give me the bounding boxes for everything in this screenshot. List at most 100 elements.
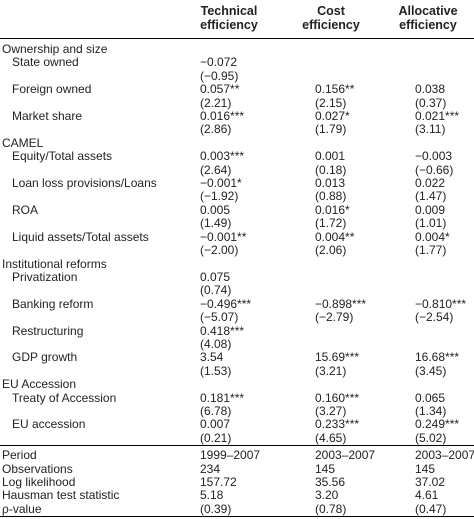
section-title: CAMEL (2, 135, 44, 150)
row-label: Banking reform (12, 296, 94, 311)
footer-label: Observations (2, 461, 73, 476)
se-row: (1.53) (3.21) (3.45) (0, 364, 474, 378)
blank (280, 70, 382, 83)
row-label: Foreign owned (12, 82, 92, 97)
column-header-line: efficiency (302, 18, 360, 32)
t-statistic: (0.88) (315, 189, 347, 204)
section-title: Ownership and size (2, 42, 108, 56)
coefficient: 0.021*** (415, 109, 460, 124)
se-row: (0.74) (0, 283, 474, 297)
se-row: (0.21) (4.65) (5.02) (0, 430, 474, 446)
t-statistic: (2.64) (200, 162, 232, 177)
t-statistic: (2.06) (315, 243, 347, 258)
se-row: (−5.07) (−2.79) (−2.54) (0, 310, 474, 325)
blank (0, 123, 178, 136)
column-header: Cost efficiency (280, 0, 382, 39)
t-statistic: (1.72) (315, 216, 347, 231)
footer-value: 3.20 (315, 488, 339, 503)
t-statistic: (−1.92) (200, 189, 239, 204)
row-label: State owned (12, 55, 79, 70)
value-row: Equity/Total assets 0.003*** 0.001 −0.003 (0, 149, 474, 164)
coefficient: 0.007 (200, 417, 231, 432)
footer-label: Log likelihood (2, 475, 76, 489)
coefficient: 0.057** (200, 82, 240, 97)
footer-label: ρ-value (2, 501, 42, 516)
se-row: (−0.95) (0, 69, 474, 83)
se-row: (4.08) (0, 337, 474, 351)
value-row: GDP growth 3.54 15.69*** 16.68*** (0, 350, 474, 365)
t-statistic: (1.47) (415, 189, 447, 204)
footer-value: 145 (415, 461, 436, 476)
footer-value: 4.61 (415, 488, 439, 503)
blank (280, 271, 382, 284)
coefficient: 0.249*** (415, 417, 460, 432)
column-header-line: Allocative (398, 4, 458, 18)
coefficient: −0.001** (200, 229, 247, 244)
coefficient: 0.004* (415, 229, 450, 244)
t-statistic: (−5.07) (200, 310, 239, 325)
footer-label: Hausman test statistic (2, 488, 120, 503)
t-statistic: (−0.66) (415, 162, 454, 177)
coefficient: 16.68*** (415, 350, 460, 365)
column-header-line: efficiency (399, 18, 457, 32)
coefficient: −0.496*** (200, 296, 252, 311)
coefficient: 0.065 (415, 390, 446, 405)
blank (382, 56, 474, 69)
blank (0, 405, 178, 418)
coefficient: 0.004** (315, 229, 355, 244)
footer-value: 37.02 (415, 475, 446, 489)
coefficient: 0.001 (315, 149, 346, 164)
coefficient: 0.233*** (315, 417, 360, 432)
blank (0, 217, 178, 230)
t-statistic: (2.15) (315, 95, 347, 110)
footer-value: 2003–2007 (280, 445, 382, 463)
t-statistic: (0.21) (200, 430, 232, 445)
row-label: ROA (12, 202, 39, 217)
t-statistic: (6.78) (200, 403, 232, 418)
coefficient: 0.022 (415, 176, 446, 191)
column-header-line: efficiency (200, 18, 258, 32)
blank (0, 365, 178, 378)
t-statistic: (−2.79) (315, 310, 354, 325)
value-row: Restructuring 0.418*** (0, 323, 474, 338)
blank (382, 70, 474, 83)
coefficient: 0.038 (415, 82, 446, 97)
value-row: Treaty of Accession 0.181*** 0.160*** 0.065 (0, 390, 474, 405)
t-statistic: (1.79) (315, 122, 347, 137)
coefficient: −0.898*** (315, 296, 367, 311)
se-row: (1.49) (1.72) (1.01) (0, 216, 474, 231)
t-statistic: (1.49) (200, 216, 232, 231)
row-label: Loan loss provisions/Loans (12, 176, 157, 191)
blank (382, 338, 474, 351)
footer-value: 5.18 (200, 488, 224, 503)
footer-value: 157.72 (200, 475, 237, 489)
column-header: Technical efficiency (178, 0, 280, 39)
footer-value: (0.47) (415, 501, 447, 516)
coefficient: 0.418*** (200, 323, 245, 338)
footer-value: 2003–2007 (382, 445, 474, 463)
column-header-line: Cost (317, 4, 345, 18)
column-header: Allocative efficiency (382, 0, 474, 39)
footer-label: Period (0, 445, 178, 463)
blank (382, 284, 474, 297)
coefficient: 3.54 (200, 350, 224, 365)
value-row: State owned −0.072 (0, 55, 474, 70)
se-row: (6.78) (3.27) (1.34) (0, 403, 474, 418)
se-row: (−1.92) (0.88) (1.47) (0, 189, 474, 204)
footer-row: Observations 234 145 145 (0, 461, 474, 476)
value-row: Banking reform −0.496*** −0.898*** −0.810**… (0, 296, 474, 311)
section-row: CAMEL (0, 135, 474, 150)
value-row: Privatization 0.075 (0, 270, 474, 284)
blank (0, 244, 178, 257)
coefficient: 0.016* (315, 202, 350, 217)
coefficient: 0.027* (315, 109, 350, 124)
coefficient: 0.016*** (200, 109, 245, 124)
row-label: EU accession (12, 417, 86, 432)
t-statistic: (5.02) (415, 430, 447, 445)
coefficient: 15.69*** (315, 350, 360, 365)
row-label: Equity/Total assets (12, 149, 113, 164)
section-title: EU Accession (2, 377, 77, 392)
t-statistic: (−2.54) (415, 310, 454, 325)
coefficient: 0.005 (200, 202, 231, 217)
